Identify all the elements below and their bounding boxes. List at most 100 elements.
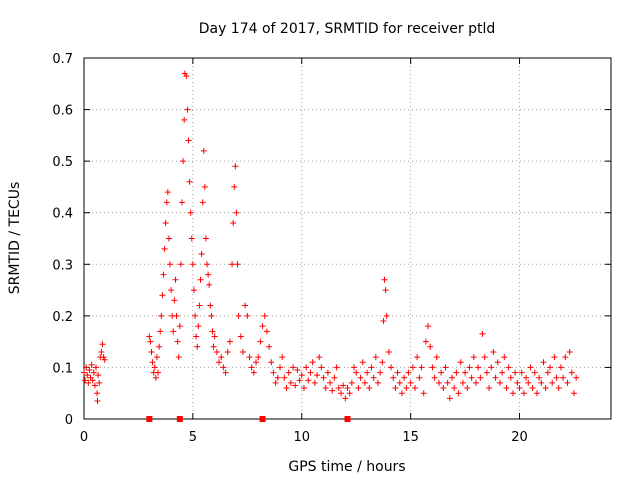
data-point (89, 377, 96, 384)
data-point (253, 359, 260, 366)
data-point (91, 382, 98, 389)
data-point (173, 312, 180, 319)
data-point (499, 369, 506, 376)
data-point (184, 106, 191, 113)
data-point (272, 379, 279, 386)
data-point (199, 199, 206, 206)
data-point (100, 354, 107, 361)
data-point (250, 369, 257, 376)
data-point (99, 341, 106, 348)
data-point (477, 374, 484, 381)
data-point (568, 369, 575, 376)
data-point (470, 354, 477, 361)
data-point (94, 390, 101, 397)
data-point (490, 348, 497, 355)
data-point (329, 387, 336, 394)
data-point (98, 348, 105, 355)
data-point (505, 364, 512, 371)
data-point (481, 354, 488, 361)
data-point (453, 369, 460, 376)
data-point (94, 397, 101, 404)
data-point (194, 343, 201, 350)
data-point (433, 354, 440, 361)
data-point (553, 374, 560, 381)
data-point (147, 338, 154, 345)
data-point (202, 235, 209, 242)
data-point (188, 235, 195, 242)
data-point (366, 385, 373, 392)
data-point (547, 364, 554, 371)
data-point (207, 302, 214, 309)
chart-title: Day 174 of 2017, SRMTID for receiver ptl… (199, 21, 496, 37)
data-point (208, 312, 215, 319)
data-point (459, 379, 466, 386)
data-point (235, 312, 242, 319)
data-point (435, 379, 442, 386)
data-point (307, 369, 314, 376)
data-point (475, 364, 482, 371)
data-point (507, 374, 514, 381)
data-point (523, 374, 530, 381)
data-point (84, 372, 91, 379)
data-point (348, 379, 355, 386)
data-point (266, 343, 273, 350)
data-point (148, 348, 155, 355)
data-point (361, 379, 368, 386)
data-point (209, 328, 216, 335)
x-axis-label: GPS time / hours (288, 459, 405, 475)
data-point (198, 250, 205, 257)
data-point (81, 369, 87, 376)
data-point (230, 220, 237, 227)
data-point (542, 385, 549, 392)
data-point (180, 158, 187, 165)
data-point (564, 379, 571, 386)
data-point (377, 369, 384, 376)
x-tick-label: 0 (80, 430, 88, 445)
data-point (379, 359, 386, 366)
data-point (337, 390, 344, 397)
data-point (159, 292, 166, 299)
data-point (211, 333, 218, 340)
data-point (149, 359, 156, 366)
data-point (146, 333, 153, 340)
data-point (290, 364, 297, 371)
data-point (442, 364, 449, 371)
data-point (381, 276, 388, 283)
y-tick-label: 0 (65, 413, 73, 428)
data-point (380, 318, 387, 325)
data-point (398, 390, 405, 397)
y-tick-label: 0.1 (52, 361, 73, 376)
data-point (190, 287, 197, 294)
data-point (197, 276, 204, 283)
data-point (388, 364, 395, 371)
data-point (483, 369, 490, 376)
data-point (285, 369, 292, 376)
data-point (181, 116, 188, 123)
data-point (383, 312, 390, 319)
data-point (222, 369, 229, 376)
data-point (195, 323, 202, 330)
data-point (192, 312, 199, 319)
data-point (409, 364, 416, 371)
data-point (281, 374, 288, 381)
data-point (335, 385, 342, 392)
data-point (501, 354, 508, 361)
data-point (170, 328, 177, 335)
data-point (261, 312, 268, 319)
data-point (531, 369, 538, 376)
data-point (263, 328, 270, 335)
data-point (95, 372, 102, 379)
data-point (298, 372, 305, 379)
data-point (157, 328, 164, 335)
data-point (468, 374, 475, 381)
data-point (164, 189, 171, 196)
data-point (229, 261, 236, 268)
data-point (287, 379, 294, 386)
data-point (374, 379, 381, 386)
data-point (226, 338, 233, 345)
data-point (210, 343, 217, 350)
data-point (174, 338, 181, 345)
data-point (333, 364, 340, 371)
data-point (246, 354, 253, 361)
data-point (90, 369, 97, 376)
